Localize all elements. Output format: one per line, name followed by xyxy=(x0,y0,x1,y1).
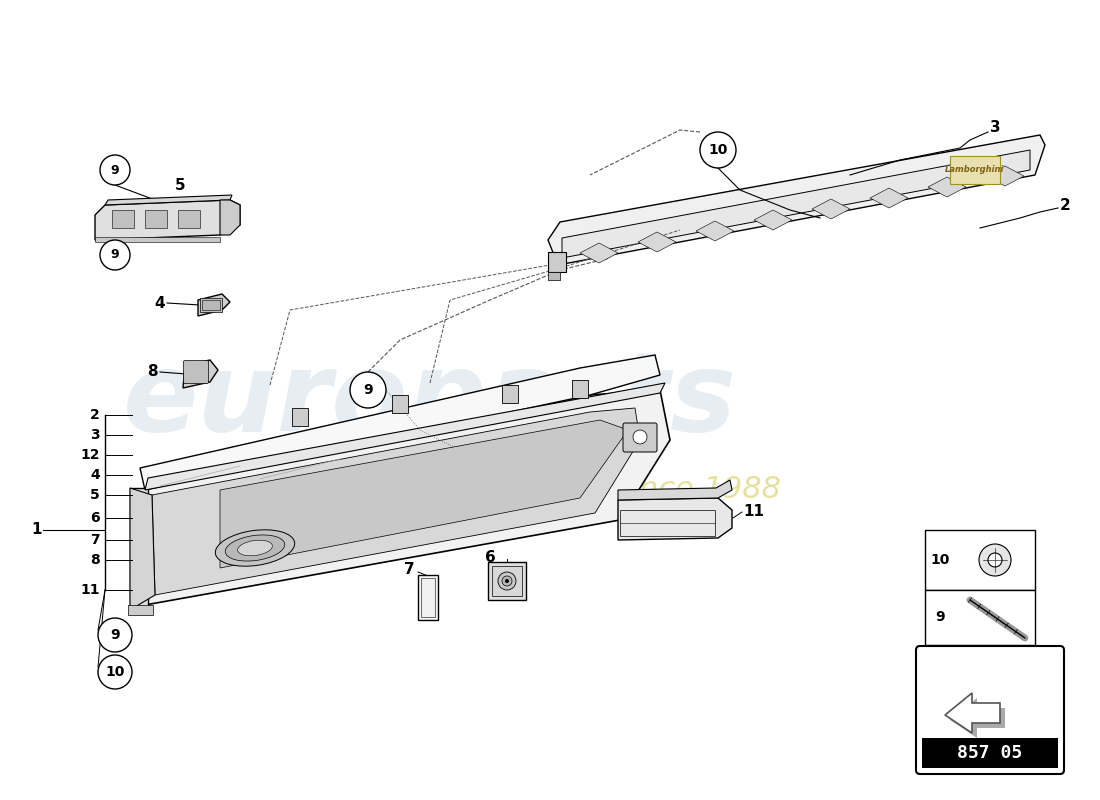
Text: 2: 2 xyxy=(90,408,100,422)
Polygon shape xyxy=(548,135,1045,265)
Text: 9: 9 xyxy=(111,249,119,262)
FancyBboxPatch shape xyxy=(623,423,657,452)
Text: 12: 12 xyxy=(80,448,100,462)
Polygon shape xyxy=(140,355,660,490)
Text: 857 05: 857 05 xyxy=(957,744,1023,762)
Text: a passion for parts since 1988: a passion for parts since 1988 xyxy=(319,475,781,505)
Bar xyxy=(421,578,434,617)
Text: 9: 9 xyxy=(935,610,945,624)
Circle shape xyxy=(98,655,132,689)
Polygon shape xyxy=(145,383,666,490)
Circle shape xyxy=(979,544,1011,576)
Bar xyxy=(418,575,438,620)
Polygon shape xyxy=(183,360,218,388)
FancyBboxPatch shape xyxy=(488,562,526,600)
Ellipse shape xyxy=(226,535,285,561)
Polygon shape xyxy=(928,177,966,197)
Text: 6: 6 xyxy=(90,511,100,525)
Bar xyxy=(128,605,153,615)
Text: 7: 7 xyxy=(90,533,100,547)
Polygon shape xyxy=(950,698,1005,738)
Circle shape xyxy=(632,430,647,444)
Bar xyxy=(925,590,1035,645)
FancyBboxPatch shape xyxy=(492,566,522,596)
Bar xyxy=(572,380,588,398)
Polygon shape xyxy=(104,195,232,205)
Ellipse shape xyxy=(216,530,295,566)
Text: 9: 9 xyxy=(111,163,119,177)
Polygon shape xyxy=(618,480,732,500)
Text: 10: 10 xyxy=(106,665,124,679)
Polygon shape xyxy=(870,188,907,208)
Polygon shape xyxy=(562,150,1030,258)
Bar xyxy=(202,300,220,310)
Polygon shape xyxy=(812,199,850,219)
Text: 11: 11 xyxy=(742,505,764,519)
Text: 6: 6 xyxy=(485,550,495,565)
Bar xyxy=(145,210,167,228)
Text: 10: 10 xyxy=(708,143,728,157)
Circle shape xyxy=(350,372,386,408)
Bar xyxy=(548,252,566,272)
Polygon shape xyxy=(638,232,676,252)
Polygon shape xyxy=(198,294,230,316)
Bar xyxy=(548,272,560,280)
Bar xyxy=(200,298,222,312)
Circle shape xyxy=(700,132,736,168)
Text: 9: 9 xyxy=(363,383,373,397)
Bar xyxy=(620,510,715,536)
Polygon shape xyxy=(95,200,240,240)
Ellipse shape xyxy=(238,540,273,556)
FancyBboxPatch shape xyxy=(916,646,1064,774)
Bar xyxy=(292,408,308,426)
Circle shape xyxy=(502,576,512,586)
Text: 4: 4 xyxy=(90,468,100,482)
Polygon shape xyxy=(140,390,670,605)
Text: 9: 9 xyxy=(110,628,120,642)
Text: 2: 2 xyxy=(1060,198,1070,213)
Text: 8: 8 xyxy=(90,553,100,567)
Text: 5: 5 xyxy=(175,178,186,194)
Bar xyxy=(922,738,1058,768)
Text: 3: 3 xyxy=(90,428,100,442)
Polygon shape xyxy=(986,166,1024,186)
Text: Lamborghini: Lamborghini xyxy=(945,166,1004,174)
Circle shape xyxy=(988,553,1002,567)
Polygon shape xyxy=(945,693,1000,733)
FancyBboxPatch shape xyxy=(184,361,209,383)
Text: europarts: europarts xyxy=(123,346,737,454)
Bar xyxy=(392,395,408,413)
Polygon shape xyxy=(220,200,240,235)
Circle shape xyxy=(505,579,509,583)
Polygon shape xyxy=(618,498,732,540)
Polygon shape xyxy=(130,488,148,610)
Polygon shape xyxy=(580,243,618,263)
Polygon shape xyxy=(696,221,734,241)
Text: 3: 3 xyxy=(990,121,1001,135)
Bar xyxy=(112,210,134,228)
Polygon shape xyxy=(152,408,640,595)
FancyBboxPatch shape xyxy=(950,156,1000,184)
Bar xyxy=(95,237,220,242)
Polygon shape xyxy=(130,488,155,610)
Text: 1: 1 xyxy=(32,522,42,538)
Text: 10: 10 xyxy=(931,553,949,567)
Polygon shape xyxy=(754,210,792,230)
Text: 11: 11 xyxy=(80,583,100,597)
Bar xyxy=(178,210,200,228)
Text: 5: 5 xyxy=(90,488,100,502)
Circle shape xyxy=(100,155,130,185)
Text: 7: 7 xyxy=(405,562,415,578)
Bar xyxy=(925,530,1035,590)
Circle shape xyxy=(98,618,132,652)
Bar xyxy=(502,385,518,403)
Circle shape xyxy=(498,572,516,590)
Polygon shape xyxy=(220,420,628,568)
Text: 4: 4 xyxy=(154,295,165,310)
Text: 8: 8 xyxy=(147,365,158,379)
Circle shape xyxy=(100,240,130,270)
